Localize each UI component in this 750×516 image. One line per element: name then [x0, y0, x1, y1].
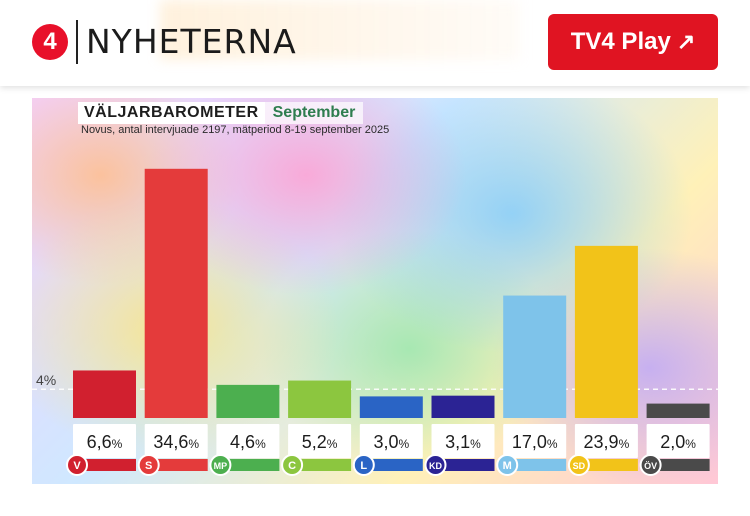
party-strip-l [359, 459, 423, 471]
arrow-up-right-icon: ↗ [676, 29, 696, 54]
value-box-kd [431, 424, 495, 458]
party-strip-ov [646, 459, 710, 471]
play-button-label: TV4 Play [570, 28, 671, 55]
party-badge-ov [639, 454, 662, 476]
logo-divider [76, 20, 78, 64]
logo-number: 4 [43, 28, 57, 55]
party-label-c: C [288, 460, 296, 472]
bar-mp [216, 384, 280, 418]
value-box-v [73, 424, 136, 458]
party-label-m: M [503, 460, 512, 472]
value-label-kd: 3,1% [445, 432, 481, 452]
value-box-mp [216, 424, 280, 458]
chart-title: VÄLJARBAROMETER [78, 102, 265, 124]
party-badge-mp [209, 454, 232, 476]
party-strip-mp [216, 459, 280, 471]
value-box-ov [646, 424, 710, 458]
brand-name[interactable]: NYHETERNA [86, 22, 297, 61]
party-strip-s [144, 459, 208, 471]
chart-note: Novus, antal intervjuade 2197, mätperiod… [81, 124, 390, 136]
poll-chart: VÄLJARBAROMETER September Novus, antal i… [32, 98, 718, 484]
bar-m [503, 295, 567, 418]
threshold-label: 4% [36, 372, 57, 388]
site-header: 4 NYHETERNA TV4 Play ↗ [0, 0, 750, 86]
party-strip-sd [574, 459, 638, 471]
party-badge-sd [567, 454, 590, 476]
value-label-mp: 4,6% [230, 432, 266, 452]
bar-sd [574, 245, 638, 418]
bar-l [359, 396, 423, 418]
value-box-s [144, 424, 208, 458]
value-label-v: 6,6% [87, 432, 123, 452]
party-label-l: L [360, 460, 367, 472]
chart-subtitle: September [264, 102, 364, 124]
party-badge-kd [424, 454, 447, 476]
party-label-s: S [145, 460, 152, 472]
value-label-s: 34,6% [153, 432, 199, 452]
party-strip-v [73, 459, 136, 471]
tv4-logo-icon[interactable]: 4 [32, 24, 68, 60]
chart-title-box: VÄLJARBAROMETER September [78, 102, 364, 124]
party-label-mp: MP [214, 461, 228, 471]
header-background-blur [160, 0, 520, 60]
value-box-c [288, 424, 352, 458]
party-label-ov: ÖV [644, 461, 657, 471]
party-strip-m [503, 459, 567, 471]
party-badge-c [281, 454, 304, 476]
party-label-kd: KD [429, 461, 442, 471]
value-label-m: 17,0% [512, 432, 558, 452]
party-badge-l [352, 454, 375, 476]
bar-c [288, 380, 352, 418]
party-badge-v [66, 454, 88, 476]
bar-chart-svg: 6,6% V 34,6%S 4,6%MP 5,2% C 3,0% L 3,1%KD 17,0%M 2… [32, 168, 718, 476]
party-strip-c [288, 459, 352, 471]
bar-kd [431, 395, 495, 418]
value-box-l [359, 424, 423, 458]
value-label-l: 3,0% [373, 432, 409, 452]
value-box-sd [574, 424, 638, 458]
bar-s [144, 168, 208, 418]
party-badge-s [137, 454, 160, 476]
value-box-m [503, 424, 567, 458]
value-label-sd: 23,9% [584, 432, 630, 452]
tv4-play-button[interactable]: TV4 Play ↗ [548, 14, 718, 70]
bar-v [73, 370, 136, 418]
party-strip-kd [431, 459, 495, 471]
value-label-c: 5,2% [302, 432, 338, 452]
value-label-ov: 2,0% [660, 432, 696, 452]
party-badge-m [496, 454, 519, 476]
bar-ov [646, 403, 710, 418]
party-label-sd: SD [573, 461, 586, 471]
party-label-v: V [73, 460, 81, 472]
